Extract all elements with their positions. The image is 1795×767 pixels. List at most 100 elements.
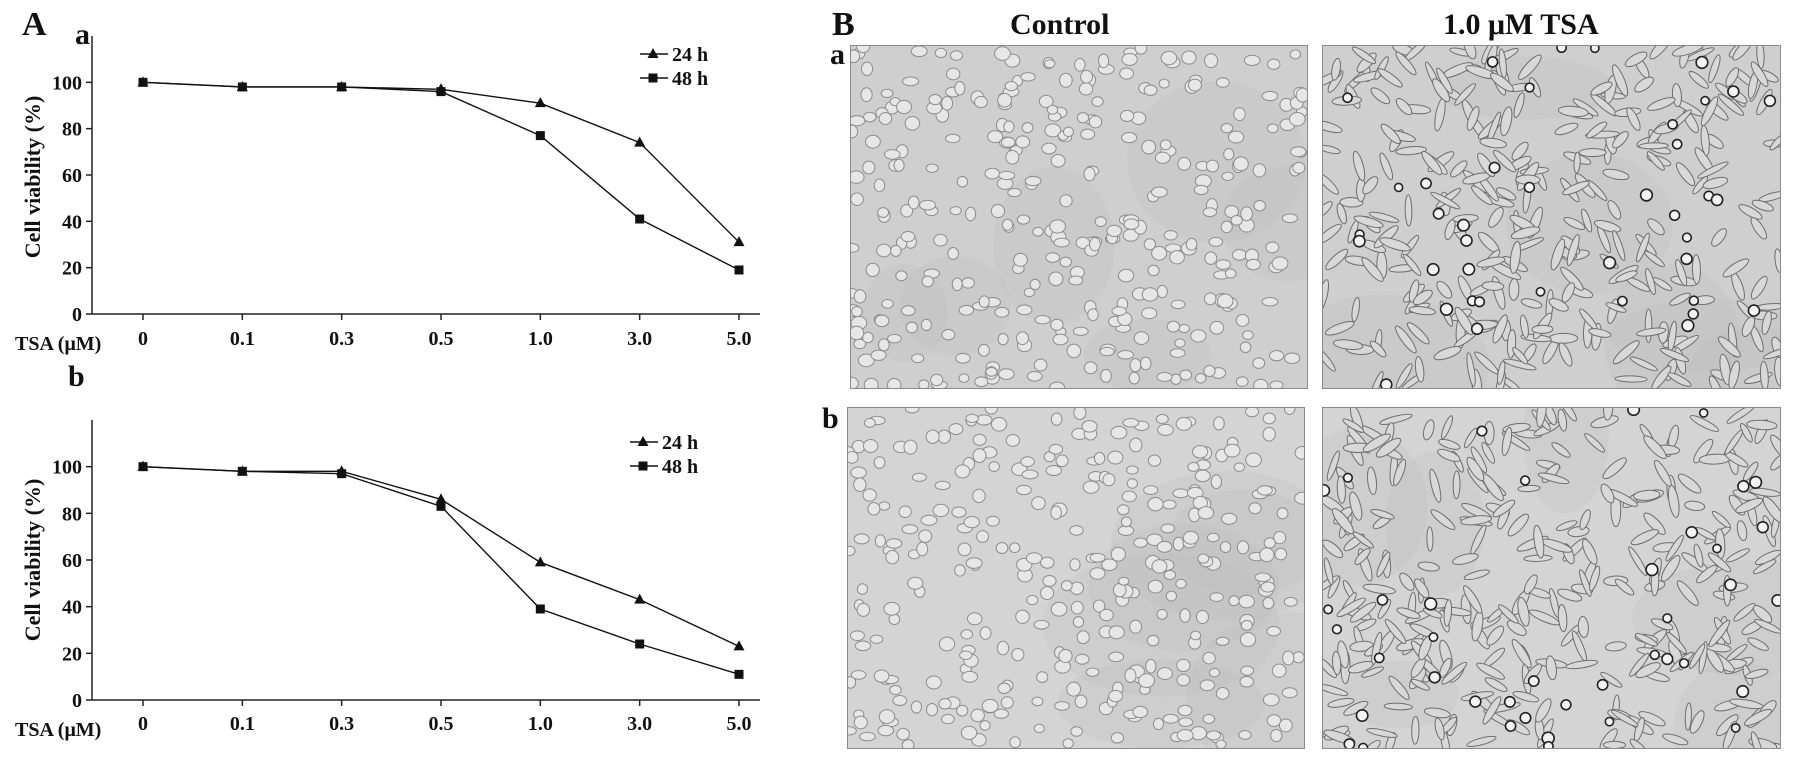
cell: [976, 530, 990, 543]
cell: [1271, 256, 1289, 271]
cell: [1132, 705, 1149, 719]
cell: [1220, 122, 1234, 134]
cell: [1023, 287, 1035, 298]
cell: [997, 92, 1012, 108]
cell: [920, 318, 932, 332]
spindle-cell: [1336, 475, 1346, 504]
x-tick-label: 1.0: [528, 328, 553, 350]
cell: [954, 464, 971, 479]
spindle-cell: [1653, 459, 1672, 487]
spindle-cell: [1422, 607, 1443, 619]
data-point-triangle: [733, 236, 745, 247]
x-axis-title: TSA (μM): [15, 719, 101, 741]
spindle-cell: [1323, 683, 1349, 696]
cell: [960, 629, 974, 640]
background-patch: [1042, 553, 1280, 697]
cell: [1141, 287, 1159, 302]
cell: [1174, 338, 1186, 348]
spindle-cell: [1406, 322, 1430, 345]
spindle-cell: [1747, 637, 1769, 651]
data-point-square: [237, 82, 247, 92]
cell: [1081, 420, 1098, 433]
cell: [1195, 609, 1210, 624]
spindle-cell: [1643, 512, 1666, 535]
cell: [1128, 371, 1140, 385]
spindle-cell: [1331, 57, 1341, 81]
rounded-cell: [1470, 322, 1484, 336]
spindle-cell: [1463, 46, 1477, 60]
spindle-cell: [1519, 314, 1529, 339]
cell: [867, 502, 881, 516]
cell: [932, 503, 950, 518]
spindle-cell: [1762, 496, 1780, 524]
spindle-cell: [1612, 230, 1626, 261]
cell: [1066, 343, 1082, 359]
cell: [850, 466, 867, 479]
rounded-cell: [1476, 425, 1488, 437]
spindle-cell: [1353, 215, 1384, 229]
spindle-cell: [1454, 306, 1474, 336]
cell: [892, 695, 908, 707]
cell: [934, 480, 951, 491]
series-line-48h: [142, 81, 740, 271]
y-tick-label: 100: [52, 72, 82, 94]
cell: [967, 612, 983, 626]
cell: [1076, 630, 1090, 645]
cell: [1117, 268, 1135, 283]
cell: [1245, 258, 1261, 271]
spindle-cell: [1544, 408, 1557, 426]
cell: [941, 713, 955, 725]
cell: [1039, 556, 1055, 569]
cell: [1004, 81, 1018, 92]
y-tick-label: 80: [62, 503, 82, 525]
cell: [1082, 480, 1100, 494]
cell: [1295, 87, 1307, 103]
cell: [1033, 358, 1048, 372]
spindle-cell: [1354, 548, 1371, 565]
rounded-cell: [1688, 295, 1700, 306]
column-title-tsa: 1.0 μM TSA: [1443, 8, 1599, 41]
cell: [1020, 456, 1035, 468]
cell: [1177, 704, 1193, 717]
spindle-cell: [1486, 625, 1505, 646]
cell: [1134, 46, 1148, 55]
cell: [1292, 161, 1306, 174]
cell: [888, 613, 901, 626]
cell: [1076, 112, 1090, 124]
spindle-cell: [1323, 201, 1333, 219]
cell: [1199, 679, 1215, 692]
spindle-cell: [1379, 237, 1411, 252]
spindle-cell: [1562, 180, 1590, 196]
cell: [1066, 681, 1082, 697]
cell: [1239, 632, 1257, 648]
panel-a-label: A: [22, 6, 47, 43]
spindle-cell: [1600, 483, 1615, 504]
cell: [1156, 540, 1173, 553]
cell: [1266, 626, 1282, 637]
cell: [895, 270, 908, 282]
spindle-cell: [1370, 87, 1391, 105]
spindle-cell: [1593, 219, 1622, 233]
y-tick-label: 0: [72, 304, 82, 326]
spindle-cell: [1377, 599, 1392, 620]
spindle-cell: [1441, 661, 1468, 685]
spindle-cell: [1513, 92, 1525, 118]
legend: 24 h48 h: [640, 44, 708, 90]
spindle-cell: [1463, 427, 1478, 449]
spindle-cell: [1326, 450, 1340, 481]
x-tick-label: 0.3: [329, 713, 354, 735]
cell: [972, 488, 986, 504]
data-point-square: [535, 604, 545, 614]
spindle-cell: [1750, 217, 1768, 240]
spindle-cell: [1659, 347, 1690, 363]
spindle-cell: [1578, 148, 1607, 158]
spindle-cell: [1602, 168, 1630, 181]
spindle-cell: [1756, 46, 1765, 69]
cell: [1267, 58, 1281, 70]
spindle-cell: [1557, 105, 1589, 118]
spindle-cell: [1700, 96, 1719, 127]
y-tick-label: 0: [72, 690, 82, 712]
spindle-cell: [1349, 491, 1363, 521]
spindle-cell: [1708, 54, 1721, 84]
cell: [1254, 572, 1272, 583]
